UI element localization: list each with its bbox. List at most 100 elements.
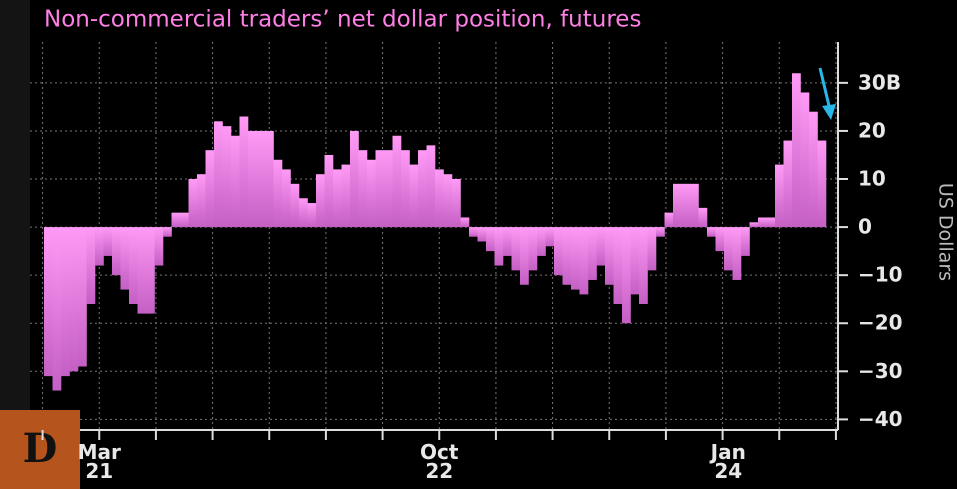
bar	[520, 227, 529, 285]
bar	[758, 217, 767, 228]
bar	[112, 227, 121, 276]
bar	[792, 73, 801, 228]
bar	[664, 212, 674, 228]
x-tick-label: Oct 22	[420, 440, 459, 483]
bar	[222, 126, 232, 228]
bar	[154, 227, 164, 266]
y-tick-label: −30	[858, 359, 903, 383]
bar	[537, 227, 546, 256]
bar	[231, 135, 240, 228]
bar	[146, 227, 155, 314]
bar	[392, 135, 402, 228]
bar	[588, 227, 597, 280]
y-tick-label: 30B	[858, 70, 901, 94]
bar	[571, 227, 580, 290]
bar	[783, 140, 793, 228]
bar	[120, 227, 130, 290]
bar	[690, 183, 699, 228]
bar	[248, 130, 257, 228]
logo: D	[23, 425, 58, 472]
y-tick-label: 10	[858, 167, 886, 191]
bar	[443, 174, 453, 228]
y-tick-label: −20	[858, 311, 903, 335]
bar	[486, 227, 495, 252]
bar	[732, 227, 742, 280]
bar	[103, 227, 113, 256]
bar	[205, 150, 215, 228]
bar	[809, 111, 818, 228]
bar	[44, 227, 53, 377]
bar	[698, 207, 708, 228]
bar	[528, 227, 538, 271]
bar	[622, 227, 631, 324]
bar	[418, 150, 427, 228]
bar	[469, 227, 478, 237]
bar	[511, 227, 521, 271]
bar	[749, 222, 759, 228]
bar	[545, 227, 555, 247]
bar	[61, 227, 70, 377]
bar	[673, 183, 682, 228]
bar	[503, 227, 512, 256]
bar	[180, 212, 189, 228]
annotation-arrow	[818, 67, 836, 120]
y-tick-label: 20	[858, 118, 886, 142]
bar	[265, 130, 274, 228]
y-tick-label: −10	[858, 263, 903, 287]
bar	[78, 227, 87, 367]
y-tick-label: −40	[858, 407, 903, 431]
bar	[596, 227, 606, 266]
bar	[299, 198, 308, 228]
bar	[401, 150, 410, 228]
bar	[766, 217, 776, 228]
bar	[282, 169, 291, 228]
bar	[579, 227, 589, 295]
bar	[188, 179, 198, 228]
bar	[741, 227, 750, 256]
x-tick-label: Mar 21	[78, 440, 121, 483]
bar	[324, 154, 334, 228]
x-tick-label: Jan 24	[709, 440, 746, 483]
y-tick-label: 0	[858, 215, 872, 239]
bar	[562, 227, 572, 285]
bar	[273, 159, 283, 228]
bar	[724, 227, 733, 271]
bar	[307, 203, 317, 228]
bar	[214, 121, 223, 228]
bar	[350, 130, 359, 228]
bar	[290, 183, 300, 228]
y-axis-title: US Dollars	[935, 183, 957, 281]
bar	[333, 169, 342, 228]
bar	[86, 227, 96, 305]
chart-title: Non-commercial traders’ net dollar posit…	[44, 7, 641, 33]
bar	[129, 227, 138, 305]
bar	[367, 159, 376, 228]
bar	[477, 227, 487, 242]
bar	[613, 227, 623, 305]
bar	[171, 212, 181, 228]
bar	[494, 227, 504, 266]
side-strip	[0, 0, 30, 489]
bar	[316, 174, 325, 228]
bar	[256, 130, 266, 228]
bar	[715, 227, 725, 252]
bar	[95, 227, 104, 266]
bar	[452, 179, 461, 228]
bar	[647, 227, 657, 271]
bar	[460, 217, 470, 228]
bar	[639, 227, 648, 305]
bar	[800, 92, 810, 228]
logo-box	[0, 410, 80, 489]
bar	[197, 174, 206, 228]
bar	[817, 140, 827, 228]
bar	[69, 227, 79, 372]
bar	[384, 150, 393, 228]
bar	[681, 183, 691, 228]
bar	[775, 164, 784, 228]
bar	[707, 227, 716, 237]
bar	[605, 227, 614, 285]
bar	[554, 227, 563, 276]
bar	[375, 150, 385, 228]
bar	[163, 227, 172, 237]
